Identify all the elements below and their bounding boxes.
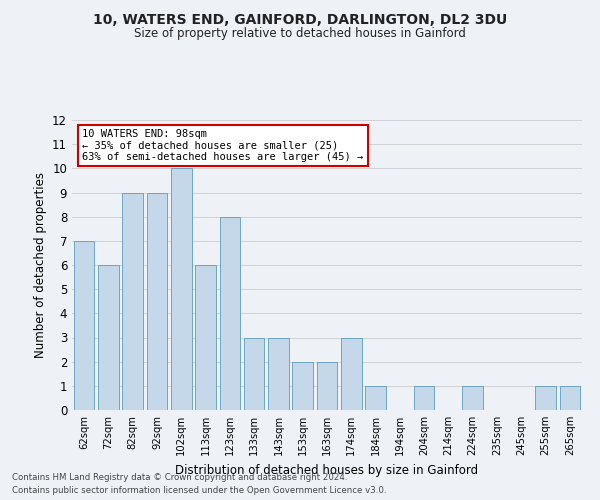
Bar [317, 362, 337, 410]
Bar [146, 192, 167, 410]
Bar [74, 241, 94, 410]
X-axis label: Distribution of detached houses by size in Gainford: Distribution of detached houses by size … [175, 464, 479, 476]
Bar [560, 386, 580, 410]
Bar [341, 338, 362, 410]
Text: Contains HM Land Registry data © Crown copyright and database right 2024.: Contains HM Land Registry data © Crown c… [12, 474, 347, 482]
Bar [122, 192, 143, 410]
Bar [195, 265, 216, 410]
Y-axis label: Number of detached properties: Number of detached properties [34, 172, 47, 358]
Bar [292, 362, 313, 410]
Bar [220, 216, 240, 410]
Bar [365, 386, 386, 410]
Bar [98, 265, 119, 410]
Bar [463, 386, 483, 410]
Bar [244, 338, 265, 410]
Bar [268, 338, 289, 410]
Bar [414, 386, 434, 410]
Bar [535, 386, 556, 410]
Text: 10 WATERS END: 98sqm
← 35% of detached houses are smaller (25)
63% of semi-detac: 10 WATERS END: 98sqm ← 35% of detached h… [82, 128, 364, 162]
Text: 10, WATERS END, GAINFORD, DARLINGTON, DL2 3DU: 10, WATERS END, GAINFORD, DARLINGTON, DL… [93, 12, 507, 26]
Text: Contains public sector information licensed under the Open Government Licence v3: Contains public sector information licen… [12, 486, 386, 495]
Text: Size of property relative to detached houses in Gainford: Size of property relative to detached ho… [134, 28, 466, 40]
Bar [171, 168, 191, 410]
